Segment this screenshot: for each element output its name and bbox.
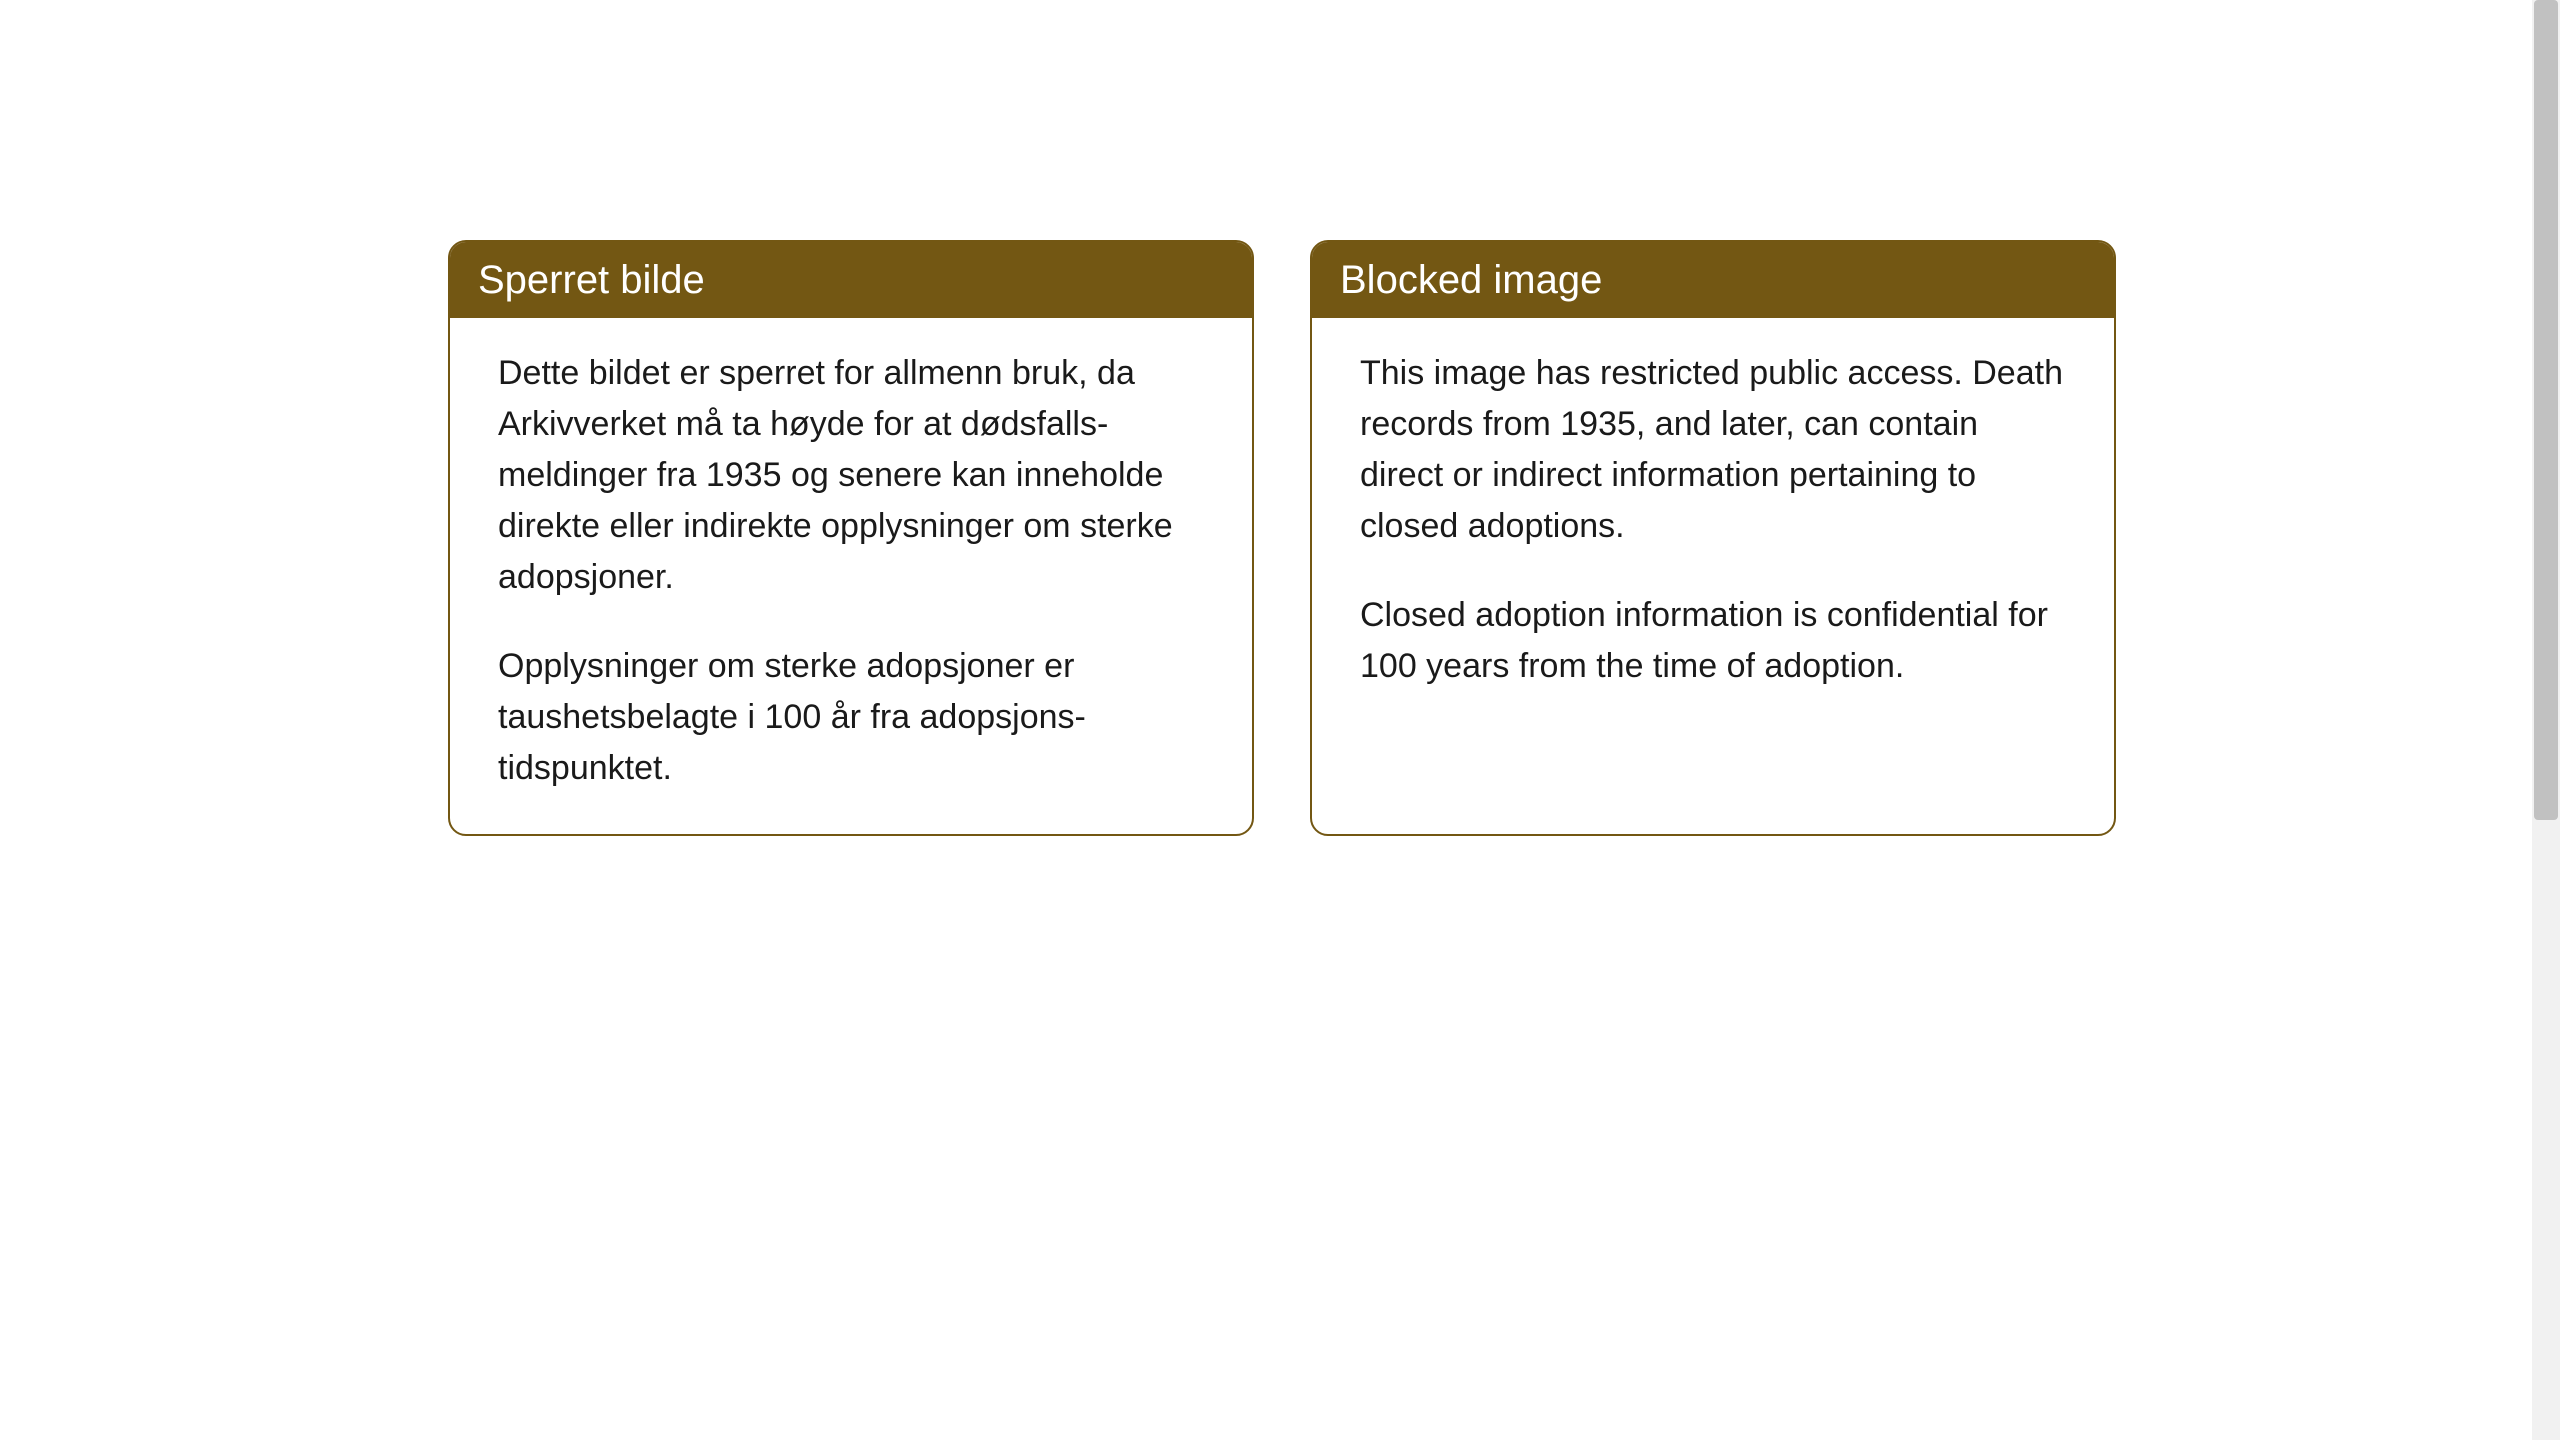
card-body-norwegian: Dette bildet er sperret for allmenn bruk… bbox=[450, 318, 1252, 834]
card-paragraph-2-english: Closed adoption information is confident… bbox=[1360, 590, 2066, 692]
card-paragraph-1-english: This image has restricted public access.… bbox=[1360, 348, 2066, 552]
card-paragraph-2-norwegian: Opplysninger om sterke adopsjoner er tau… bbox=[498, 641, 1204, 794]
card-english: Blocked image This image has restricted … bbox=[1310, 240, 2116, 836]
card-header-english: Blocked image bbox=[1312, 242, 2114, 318]
cards-container: Sperret bilde Dette bildet er sperret fo… bbox=[448, 240, 2116, 836]
card-header-norwegian: Sperret bilde bbox=[450, 242, 1252, 318]
scrollbar-thumb[interactable] bbox=[2534, 0, 2558, 820]
card-body-english: This image has restricted public access.… bbox=[1312, 318, 2114, 758]
card-norwegian: Sperret bilde Dette bildet er sperret fo… bbox=[448, 240, 1254, 836]
card-paragraph-1-norwegian: Dette bildet er sperret for allmenn bruk… bbox=[498, 348, 1204, 603]
vertical-scrollbar[interactable] bbox=[2532, 0, 2560, 1440]
